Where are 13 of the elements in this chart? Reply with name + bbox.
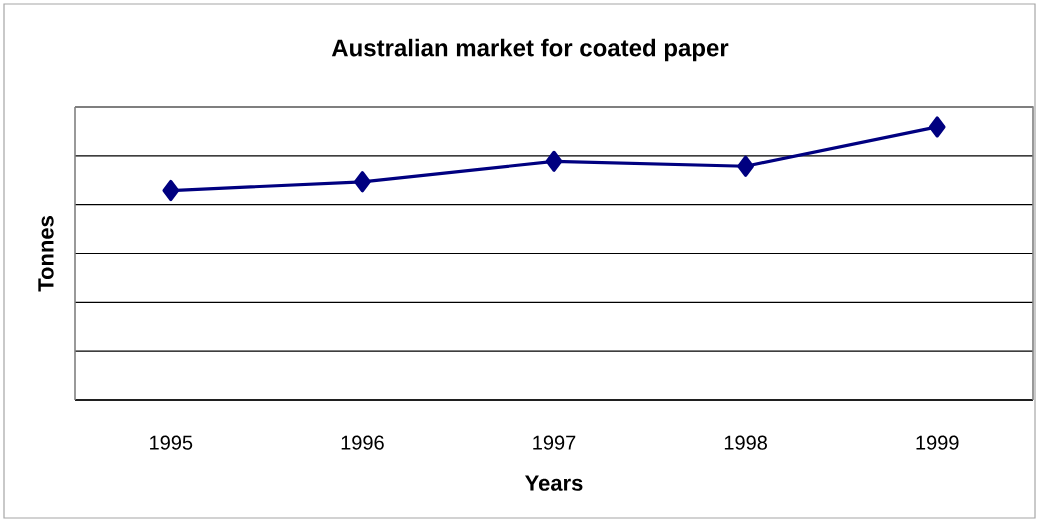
y-axis-title: Tonnes [38,216,54,292]
point [928,116,946,138]
x-tick-label: 1997 [533,435,576,450]
x-tick-label: 1999 [916,435,959,450]
x-tick-label: 1995 [150,435,193,450]
chart-title: Australian market for coated paper [331,38,729,62]
x-tick-label: 1998 [724,435,767,450]
point [737,155,754,177]
x-axis-title: Years [525,475,583,491]
point [545,150,563,172]
point [162,179,180,202]
point [354,171,371,193]
x-tick-label: 1996 [341,435,384,450]
